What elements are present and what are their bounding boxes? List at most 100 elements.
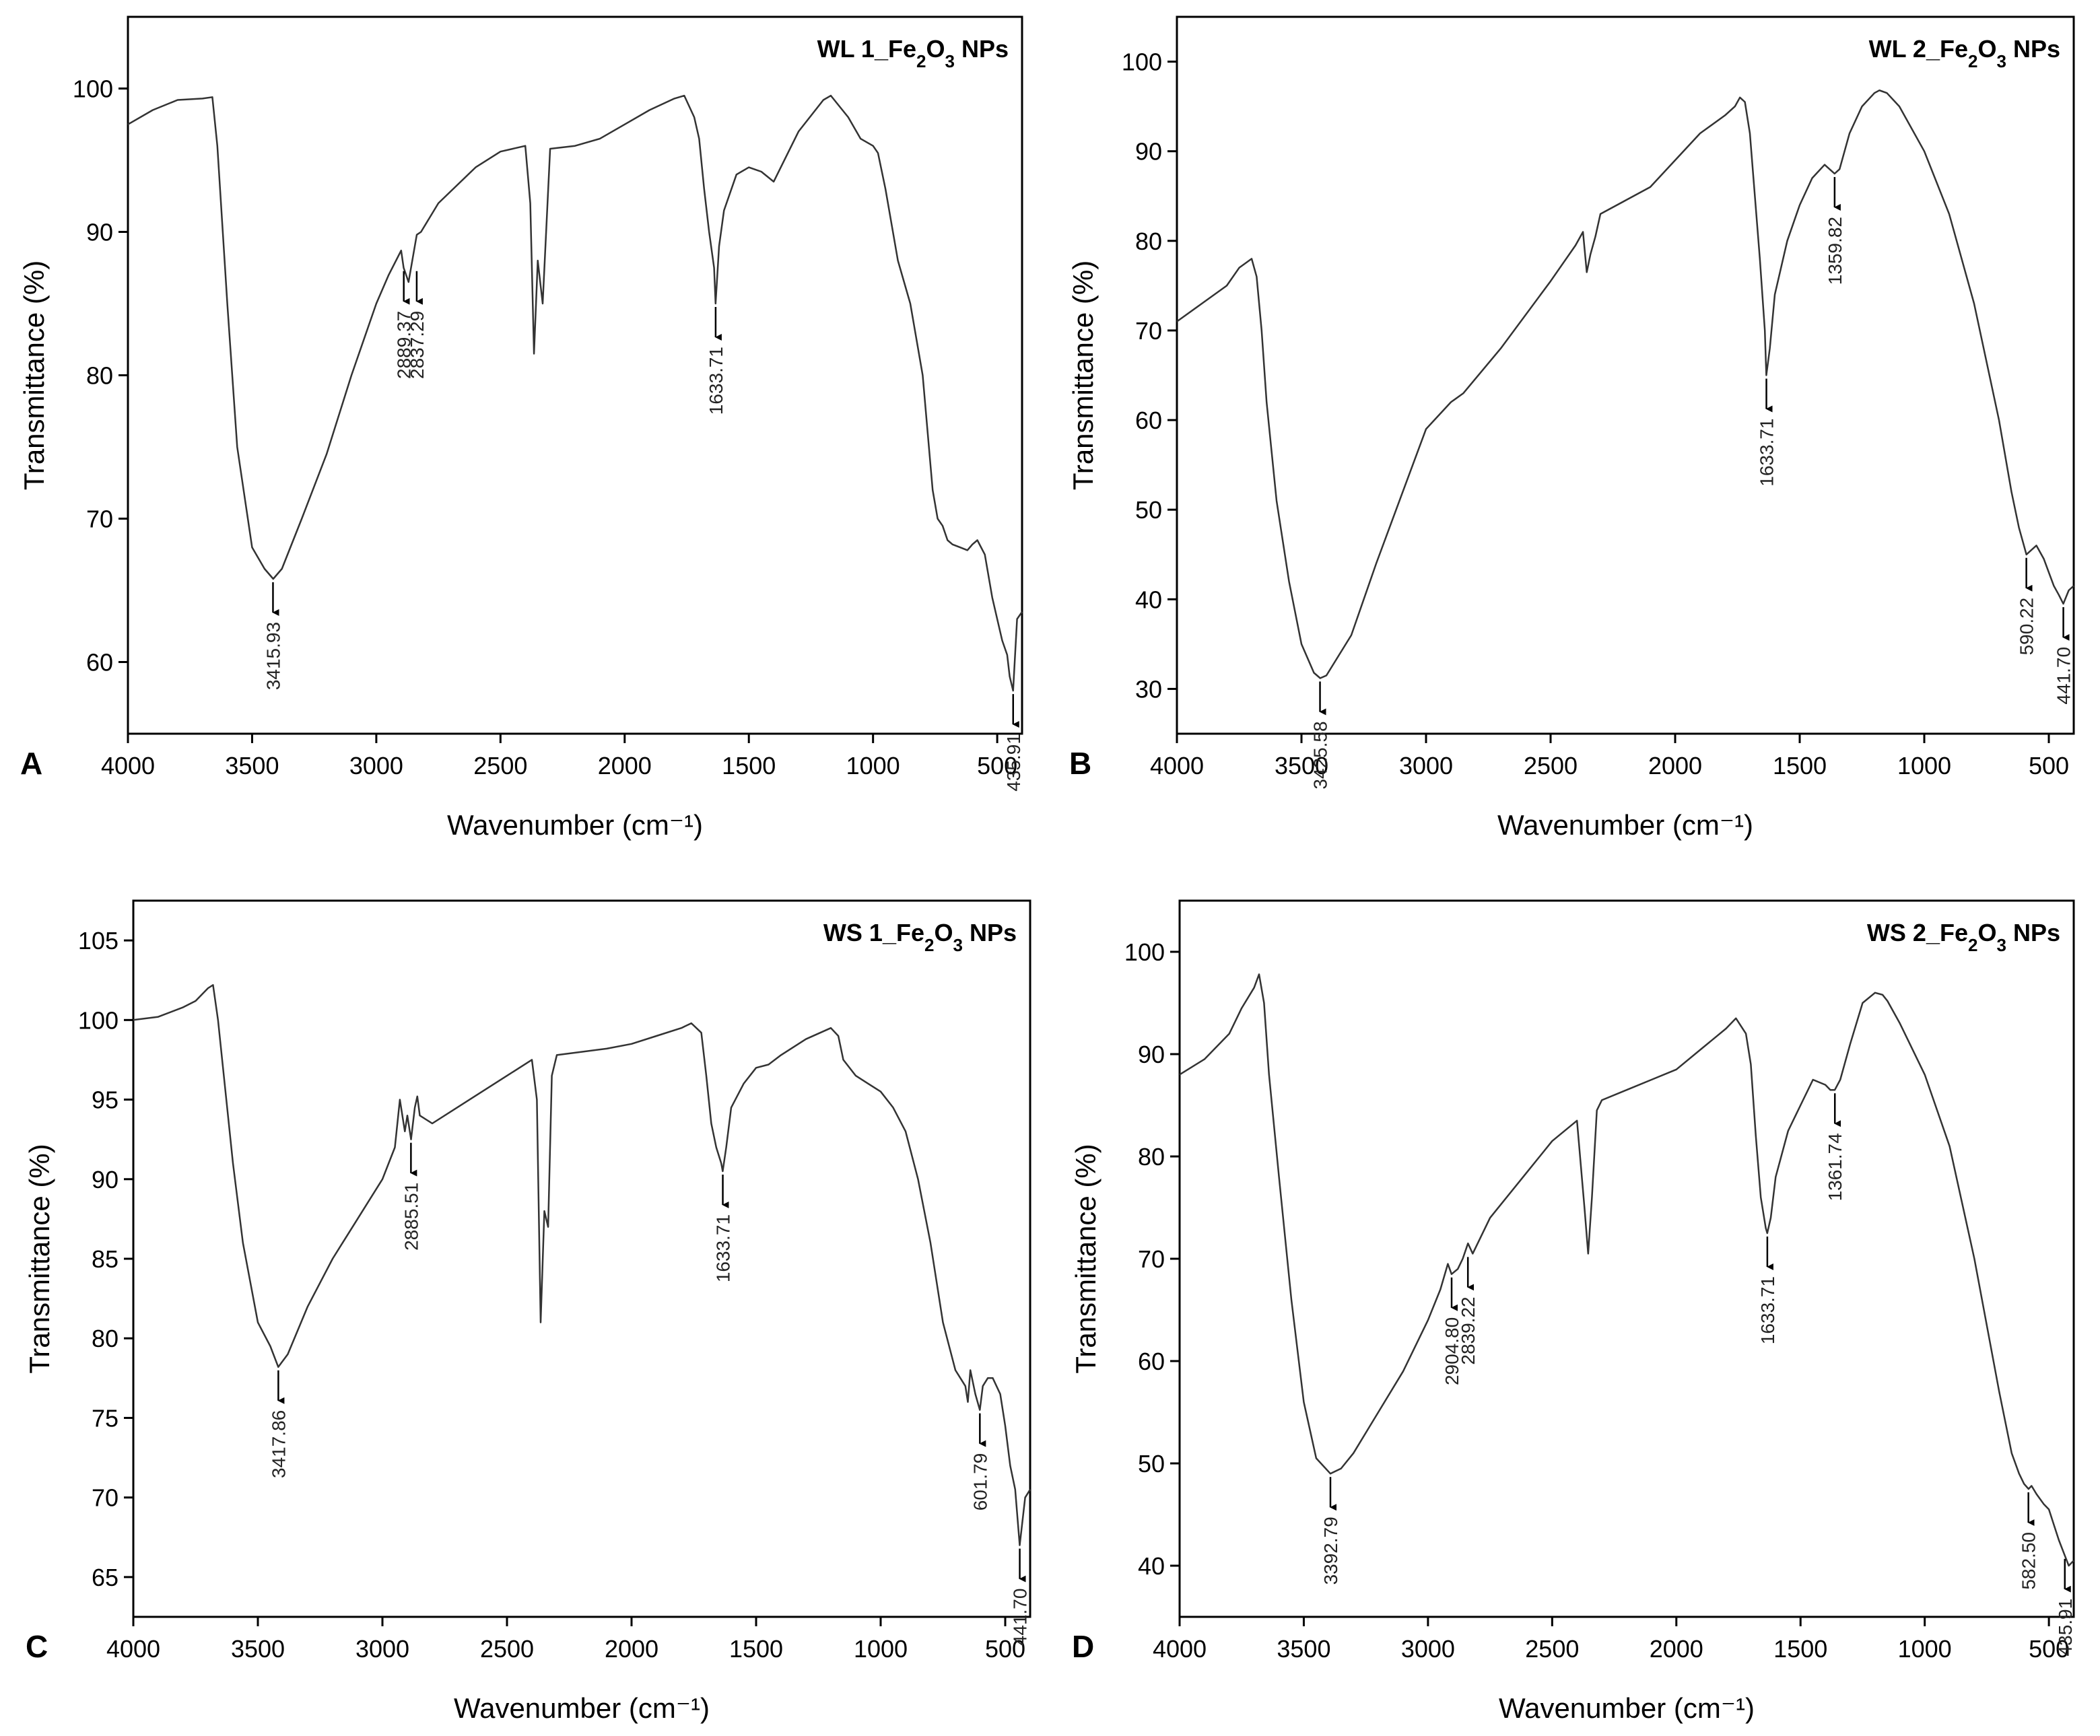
y-tick-label: 85 [92, 1245, 118, 1273]
y-tick-label: 70 [86, 506, 113, 533]
x-tick-label: 500 [985, 1635, 1025, 1663]
x-tick-label: 1500 [729, 1635, 783, 1663]
panel-a: 4000 3500 3000 2500 2000 1500 1000 500 60 70 80 90 1… [18, 15, 1024, 841]
panel-c: 4000 3500 3000 2500 2000 1500 1000 500 65 70 75 80 8… [24, 899, 1031, 1724]
y-tick-label: 80 [1138, 1143, 1165, 1171]
y-tick-label: 100 [1124, 938, 1165, 966]
y-tick-label: 70 [1135, 317, 1162, 345]
panel-title: WL 2_Fe2O3 NPs [1869, 35, 2060, 71]
peak-label: 3417.86 [268, 1410, 289, 1478]
x-tick-label: 3000 [1401, 1635, 1455, 1663]
x-tick-label: 1000 [846, 752, 900, 779]
spectrum-line [1179, 973, 2074, 1567]
peak-label: 435.91 [2055, 1599, 2076, 1657]
peak-label: 590.22 [2017, 598, 2037, 656]
x-tick-label: 3000 [355, 1635, 409, 1663]
peak-label: 601.79 [970, 1453, 990, 1511]
x-tick-label: 3000 [1399, 752, 1453, 779]
y-tick-label: 100 [73, 75, 113, 103]
panel-letter: C [26, 1629, 48, 1664]
plot-frame [132, 899, 1031, 1618]
peak-label: 1633.71 [706, 347, 726, 415]
x-tick-label: 2000 [605, 1635, 658, 1663]
x-tick-label: 500 [2029, 1635, 2069, 1663]
y-tick-label: 90 [1138, 1041, 1165, 1068]
x-tick-label: 500 [2029, 752, 2069, 779]
panel-b: 4000 3500 3000 2500 2000 1500 1000 500 30 40 50 60 7… [1067, 15, 2075, 841]
spectrum-line [1176, 89, 2074, 679]
peak-label: 3425.58 [1310, 721, 1331, 789]
peak-label: 1633.71 [1757, 1276, 1778, 1344]
peak-label: 441.70 [1010, 1589, 1031, 1646]
x-axis-title: Wavenumber (cm⁻¹) [454, 1692, 710, 1724]
x-tick-label: 2000 [1648, 752, 1702, 779]
peak-label: 2837.29 [407, 311, 428, 379]
x-tick-label: 2500 [1525, 1635, 1579, 1663]
x-axis-title: Wavenumber (cm⁻¹) [1497, 809, 1753, 841]
y-tick-label: 40 [1135, 586, 1162, 613]
y-tick-label: 80 [92, 1325, 118, 1352]
y-tick-label: 65 [92, 1564, 118, 1591]
plot-frame [127, 15, 1023, 735]
y-axis-title: Transmittance (%) [1067, 261, 1099, 491]
y-tick-label: 60 [86, 649, 113, 676]
peak-label: 1359.82 [1825, 217, 1845, 285]
x-tick-label: 3500 [231, 1635, 285, 1663]
y-tick-label: 60 [1135, 407, 1162, 434]
panel-title: WS 2_Fe2O3 NPs [1867, 919, 2060, 955]
x-tick-label: 2500 [473, 752, 527, 779]
x-tick-label: 3500 [1275, 752, 1328, 779]
y-tick-label: 90 [92, 1166, 118, 1193]
x-tick-label: 4000 [101, 752, 155, 779]
x-tick-label: 3000 [349, 752, 403, 779]
y-tick-label: 100 [78, 1006, 118, 1034]
x-tick-label: 4000 [1153, 1635, 1207, 1663]
panel-letter: A [20, 746, 42, 781]
peak-label: 1361.74 [1825, 1133, 1845, 1201]
x-tick-label: 2500 [480, 1635, 534, 1663]
x-tick-label: 1500 [1773, 1635, 1827, 1663]
y-tick-label: 70 [1138, 1245, 1165, 1273]
y-tick-label: 30 [1135, 675, 1162, 703]
peak-label: 1633.71 [713, 1214, 734, 1282]
panel-title: WL 1_Fe2O3 NPs [817, 35, 1009, 71]
x-tick-label: 2500 [1524, 752, 1578, 779]
x-tick-label: 1500 [722, 752, 776, 779]
y-axis-title: Transmittance (%) [1070, 1144, 1102, 1374]
peak-label: 2839.22 [1458, 1296, 1479, 1364]
x-tick-label: 3500 [225, 752, 279, 779]
peak-label: 3392.79 [1320, 1517, 1341, 1585]
x-tick-label: 1000 [1897, 752, 1951, 779]
y-tick-label: 70 [92, 1484, 118, 1512]
x-tick-label: 3500 [1277, 1635, 1330, 1663]
x-axis-title: Wavenumber (cm⁻¹) [1499, 1692, 1755, 1724]
peak-label: 3415.93 [263, 622, 283, 690]
x-tick-label: 1000 [854, 1635, 908, 1663]
peak-label: 2885.51 [401, 1183, 421, 1251]
y-tick-label: 100 [1122, 48, 1162, 76]
y-tick-label: 80 [86, 362, 113, 390]
y-axis-title: Transmittance (%) [24, 1144, 55, 1374]
peak-label: 582.50 [2019, 1532, 2039, 1590]
x-axis-title: Wavenumber (cm⁻¹) [447, 809, 703, 841]
y-tick-label: 80 [1135, 228, 1162, 255]
peak-label: 441.70 [2054, 647, 2074, 705]
spectrum-line [127, 94, 1023, 692]
y-tick-label: 50 [1138, 1450, 1165, 1478]
panel-d: 4000 3500 3000 2500 2000 1500 1000 500 40 50 60 70 8… [1070, 899, 2076, 1724]
y-tick-label: 90 [86, 219, 113, 246]
plot-frame [1178, 899, 2075, 1618]
panel-title: WS 1_Fe2O3 NPs [823, 919, 1017, 955]
x-tick-label: 500 [977, 752, 1017, 779]
y-tick-label: 40 [1138, 1552, 1165, 1580]
y-tick-label: 105 [78, 927, 118, 954]
x-tick-label: 1500 [1773, 752, 1827, 779]
y-axis-title: Transmittance (%) [18, 261, 50, 491]
x-tick-label: 4000 [1150, 752, 1204, 779]
peak-label: 2889.37 [394, 311, 415, 379]
y-tick-label: 75 [92, 1404, 118, 1432]
x-tick-label: 2000 [1650, 1635, 1703, 1663]
x-tick-label: 1000 [1898, 1635, 1952, 1663]
peak-label: 435.91 [1003, 734, 1024, 792]
